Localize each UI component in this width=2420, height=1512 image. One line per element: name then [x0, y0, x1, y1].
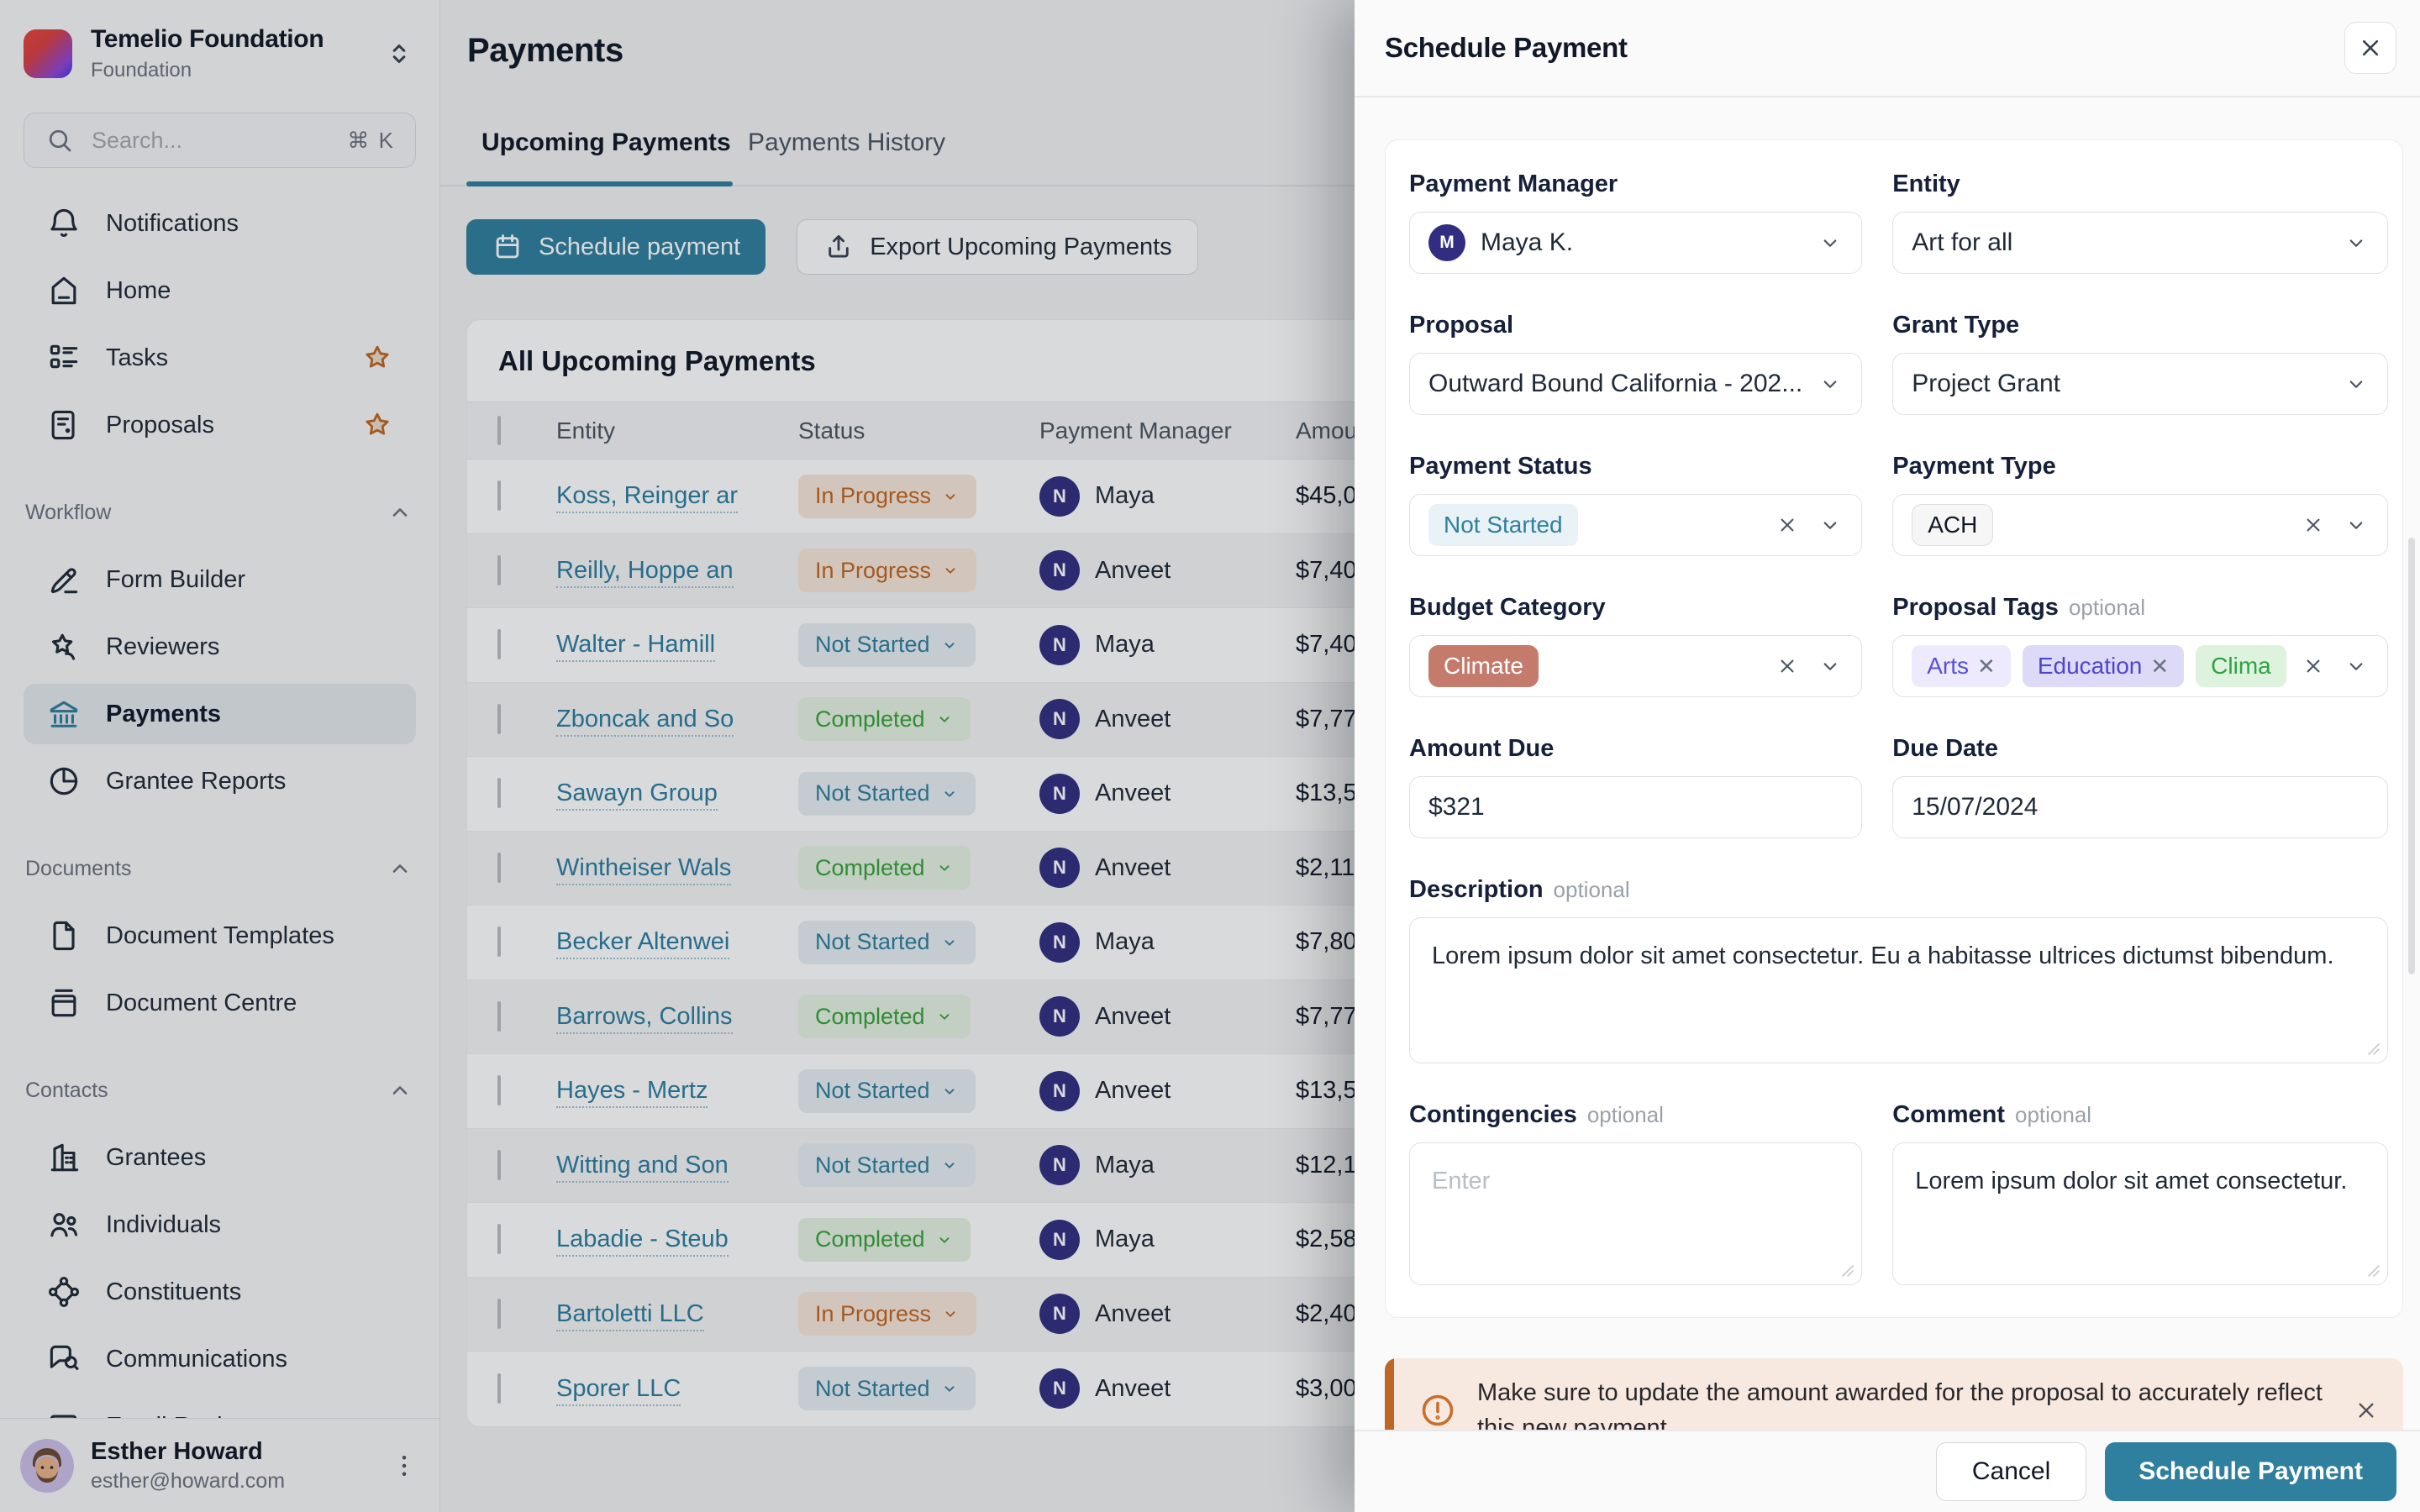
- warning-banner: Make sure to update the amount awarded f…: [1385, 1358, 2403, 1430]
- field-description: Description optional Lorem ipsum dolor s…: [1409, 876, 2388, 1063]
- field-label: Budget Category: [1409, 594, 1862, 622]
- field-label: Entity: [1892, 171, 2387, 198]
- proposal-tags-select[interactable]: Arts✕ Education✕ Clima: [1892, 635, 2387, 697]
- field-label: Description optional: [1409, 876, 2388, 904]
- field-budget-category: Budget Category Climate: [1409, 594, 1862, 697]
- chevron-down-icon: [1818, 230, 1843, 255]
- drawer-title: Schedule Payment: [1385, 32, 2344, 64]
- field-entity: Entity Art for all: [1892, 171, 2387, 274]
- due-date-input[interactable]: [1912, 793, 2368, 822]
- grant-type-select[interactable]: Project Grant: [1892, 353, 2387, 415]
- clear-icon[interactable]: [1776, 513, 1799, 537]
- chevron-down-icon: [1818, 512, 1843, 538]
- budget-category-select[interactable]: Climate: [1409, 635, 1862, 697]
- resize-handle[interactable]: [1838, 1261, 1854, 1278]
- clear-icon[interactable]: [2302, 513, 2325, 537]
- field-label: Payment Status: [1409, 453, 1862, 480]
- field-grant-type: Grant Type Project Grant: [1892, 312, 2387, 415]
- payment-type-select[interactable]: ACH: [1892, 494, 2387, 556]
- payment-manager-select[interactable]: M Maya K.: [1409, 212, 1862, 274]
- dismiss-warning-icon[interactable]: [2353, 1397, 2380, 1424]
- proposal-select[interactable]: Outward Bound California - 202...: [1409, 353, 1862, 415]
- manager-avatar: M: [1428, 224, 1465, 261]
- schedule-payment-drawer: Schedule Payment Payment Manager M Maya …: [1355, 0, 2420, 1512]
- entity-select[interactable]: Art for all: [1892, 212, 2387, 274]
- tag-chip[interactable]: Education✕: [2023, 645, 2184, 687]
- schedule-payment-form: Payment Manager M Maya K. Entity Art for…: [1385, 139, 2403, 1318]
- field-label: Due Date: [1892, 735, 2387, 763]
- budget-category-pill: Climate: [1428, 645, 1539, 687]
- chevron-down-icon: [2344, 230, 2369, 255]
- field-label: Payment Type: [1892, 453, 2387, 480]
- chevron-down-icon: [2344, 371, 2369, 396]
- field-label: Payment Manager: [1409, 171, 1862, 198]
- drawer-body: Payment Manager M Maya K. Entity Art for…: [1355, 99, 2420, 1430]
- field-payment-status: Payment Status Not Started: [1409, 453, 1862, 556]
- tag-chip[interactable]: Arts✕: [1912, 645, 2011, 687]
- chevron-down-icon: [1818, 654, 1843, 679]
- field-comment: Comment optional Lorem ipsum dolor sit a…: [1892, 1101, 2387, 1285]
- field-proposal: Proposal Outward Bound California - 202.…: [1409, 312, 1862, 415]
- clear-icon[interactable]: [2302, 654, 2325, 678]
- alert-circle-icon: [1418, 1391, 1457, 1430]
- chevron-down-icon: [2344, 512, 2369, 538]
- field-label: Proposal: [1409, 312, 1862, 339]
- field-label: Comment optional: [1892, 1101, 2387, 1129]
- description-textarea[interactable]: Lorem ipsum dolor sit amet consectetur. …: [1410, 918, 2387, 1063]
- drawer-scrollbar[interactable]: [2408, 538, 2415, 974]
- warning-accent-stripe: [1385, 1358, 1394, 1430]
- field-label: Contingencies optional: [1409, 1101, 1862, 1129]
- field-payment-manager: Payment Manager M Maya K.: [1409, 171, 1862, 274]
- status-pill: Not Started: [1428, 504, 1578, 546]
- chevron-down-icon: [1818, 371, 1843, 396]
- payment-status-select[interactable]: Not Started: [1409, 494, 1862, 556]
- field-due-date: Due Date: [1892, 735, 2387, 838]
- field-label: Grant Type: [1892, 312, 2387, 339]
- field-label: Amount Due: [1409, 735, 1862, 763]
- field-amount-due: Amount Due: [1409, 735, 1862, 838]
- amount-due-input[interactable]: [1428, 793, 1843, 822]
- tag-chip[interactable]: Clima: [2196, 645, 2286, 687]
- warning-text: Make sure to update the amount awarded f…: [1477, 1375, 2333, 1430]
- submit-schedule-payment-button[interactable]: Schedule Payment: [2105, 1442, 2396, 1501]
- drawer-footer: Cancel Schedule Payment: [1355, 1430, 2420, 1512]
- field-contingencies: Contingencies optional: [1409, 1101, 1862, 1285]
- remove-tag-icon[interactable]: ✕: [1977, 654, 1996, 680]
- resize-handle[interactable]: [2364, 1261, 2381, 1278]
- field-payment-type: Payment Type ACH: [1892, 453, 2387, 556]
- resize-handle[interactable]: [2364, 1039, 2381, 1056]
- contingencies-textarea[interactable]: [1410, 1143, 1861, 1284]
- field-proposal-tags: Proposal Tags optional Arts✕ Education✕ …: [1892, 594, 2387, 697]
- field-label: Proposal Tags optional: [1892, 594, 2387, 622]
- close-button[interactable]: [2344, 22, 2396, 74]
- comment-textarea[interactable]: Lorem ipsum dolor sit amet consectetur.: [1893, 1143, 2386, 1284]
- close-icon: [2356, 34, 2385, 62]
- clear-icon[interactable]: [1776, 654, 1799, 678]
- remove-tag-icon[interactable]: ✕: [2150, 654, 2169, 680]
- cancel-button[interactable]: Cancel: [1936, 1442, 2086, 1501]
- payment-type-pill: ACH: [1912, 504, 1993, 546]
- chevron-down-icon: [2344, 654, 2369, 679]
